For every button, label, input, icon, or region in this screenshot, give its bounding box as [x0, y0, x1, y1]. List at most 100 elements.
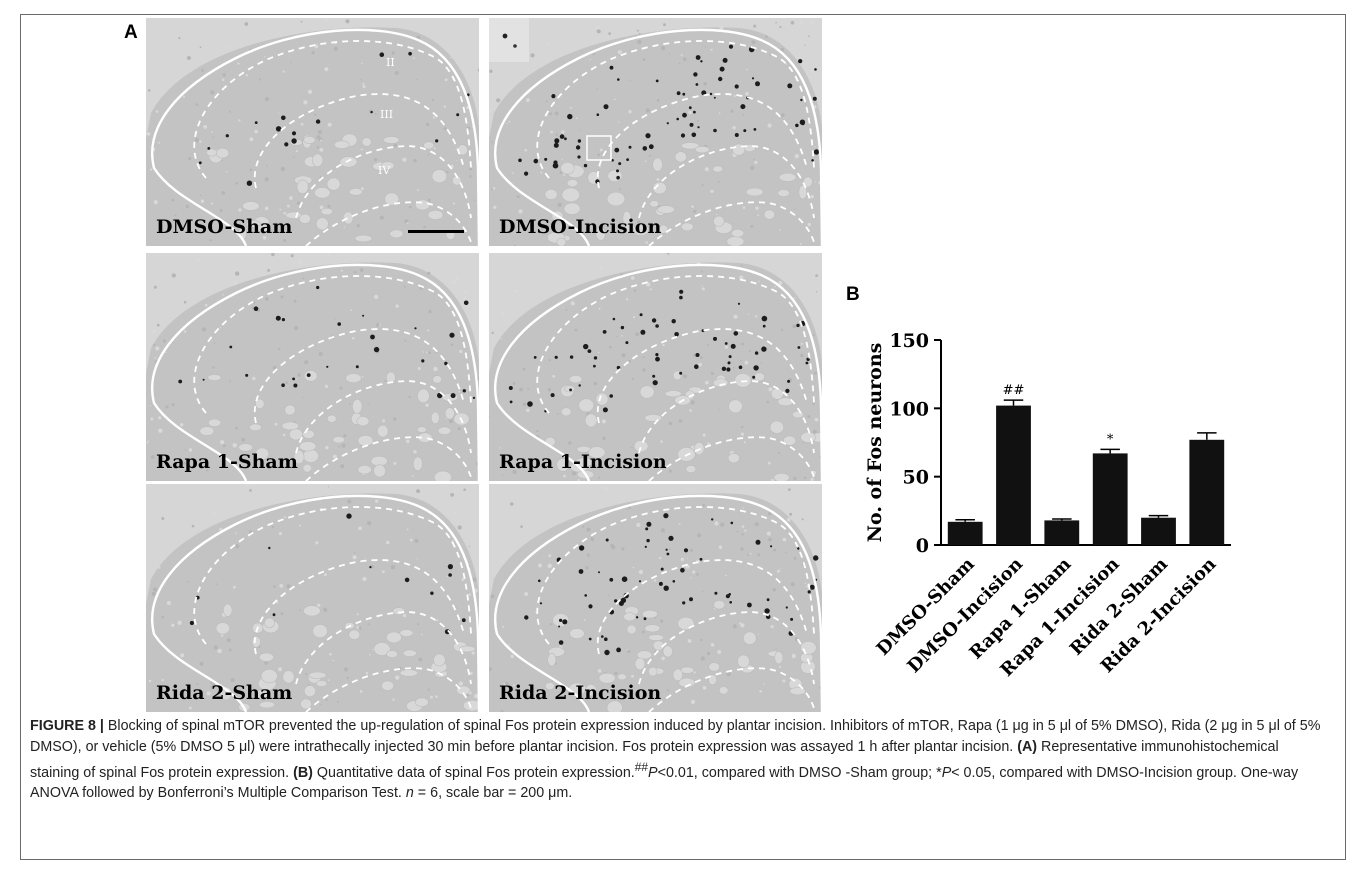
texture-speck: [327, 679, 330, 681]
texture-speck: [557, 202, 562, 207]
texture-speck: [450, 493, 454, 497]
fos-positive-nucleus: [588, 637, 592, 641]
texture-speck: [579, 129, 581, 131]
fos-positive-nucleus: [370, 334, 375, 340]
texture-speck: [165, 405, 169, 409]
texture-speck: [428, 309, 432, 314]
texture-speck: [390, 565, 396, 570]
fos-positive-nucleus: [275, 315, 281, 321]
texture-speck: [760, 362, 763, 364]
fos-positive-nucleus: [752, 375, 756, 379]
texture-speck: [524, 592, 529, 596]
texture-speck: [290, 61, 292, 64]
texture-speck: [228, 648, 232, 652]
fos-positive-nucleus: [544, 157, 548, 161]
texture-speck: [450, 56, 452, 59]
fos-positive-nucleus: [666, 552, 670, 556]
pale-cell-body: [607, 169, 623, 182]
texture-speck: [618, 121, 620, 123]
pale-cell-body: [282, 670, 295, 684]
texture-speck: [601, 419, 606, 424]
texture-speck: [779, 568, 781, 570]
fos-positive-nucleus: [625, 341, 629, 345]
texture-speck: [772, 588, 776, 592]
texture-speck: [217, 648, 222, 654]
texture-speck: [513, 244, 516, 246]
texture-speck: [443, 105, 446, 108]
pale-cell-body: [444, 407, 455, 420]
pale-cell-body: [658, 224, 669, 234]
texture-speck: [292, 156, 295, 158]
texture-speck: [425, 122, 430, 127]
fos-positive-nucleus: [697, 126, 700, 129]
lamina-boundary-line: [305, 436, 473, 481]
texture-speck: [657, 30, 659, 33]
texture-speck: [230, 678, 235, 682]
texture-speck: [814, 181, 816, 183]
texture-speck: [171, 198, 175, 202]
texture-speck: [598, 351, 600, 354]
fos-positive-nucleus: [787, 83, 793, 89]
texture-speck: [696, 573, 699, 576]
texture-speck: [535, 611, 537, 613]
pale-cell-body: [712, 165, 724, 173]
fos-positive-nucleus: [695, 55, 701, 60]
pale-cell-body: [253, 689, 270, 700]
texture-speck: [609, 169, 612, 172]
fos-positive-nucleus: [691, 132, 697, 138]
pale-cell-body: [606, 191, 626, 207]
texture-speck: [628, 110, 632, 114]
texture-speck: [158, 141, 161, 144]
texture-speck: [512, 469, 517, 475]
texture-speck: [149, 168, 153, 171]
texture-speck: [212, 366, 215, 369]
pale-cell-body: [547, 652, 557, 667]
y-axis-label: No. of Fos neurons: [864, 343, 886, 543]
fos-positive-nucleus: [651, 318, 657, 323]
texture-speck: [436, 619, 439, 622]
texture-speck: [717, 650, 722, 654]
texture-speck: [171, 273, 176, 278]
texture-speck: [319, 205, 324, 210]
texture-speck: [403, 286, 406, 288]
dorsal-horn-outline: [494, 28, 822, 246]
texture-speck: [812, 334, 815, 337]
texture-speck: [522, 402, 527, 406]
pale-cell-body: [392, 607, 406, 616]
texture-speck: [149, 405, 151, 407]
pale-cell-body: [680, 222, 694, 232]
texture-speck: [710, 372, 714, 375]
texture-speck: [367, 521, 372, 526]
pale-cell-body: [312, 153, 324, 168]
pale-cell-body: [563, 202, 581, 215]
texture-speck: [252, 376, 256, 381]
texture-speck: [311, 51, 315, 55]
texture-speck: [289, 196, 293, 200]
pale-cell-body: [300, 698, 312, 710]
fos-positive-nucleus: [713, 336, 717, 341]
pale-cell-body: [737, 654, 750, 668]
texture-speck: [744, 529, 747, 532]
texture-speck: [687, 639, 692, 643]
texture-speck: [146, 442, 149, 444]
texture-speck: [356, 224, 360, 228]
fos-positive-nucleus: [790, 617, 794, 621]
texture-speck: [701, 285, 703, 287]
pale-cell-body: [302, 449, 319, 463]
fos-positive-nucleus: [603, 104, 609, 110]
pale-cell-body: [373, 464, 386, 478]
fos-positive-nucleus: [448, 573, 452, 577]
fos-positive-nucleus: [559, 618, 563, 622]
texture-speck: [501, 474, 504, 476]
panel-a-letter: A: [124, 22, 138, 43]
texture-speck: [489, 416, 491, 419]
lamina-boundary-line: [536, 506, 815, 645]
pale-cell-body: [207, 418, 222, 427]
texture-speck: [147, 89, 151, 92]
texture-speck: [780, 113, 785, 117]
fos-positive-nucleus: [718, 76, 723, 82]
lamina-boundary-line: [295, 611, 472, 685]
texture-speck: [803, 476, 807, 480]
fos-positive-nucleus: [730, 343, 736, 349]
